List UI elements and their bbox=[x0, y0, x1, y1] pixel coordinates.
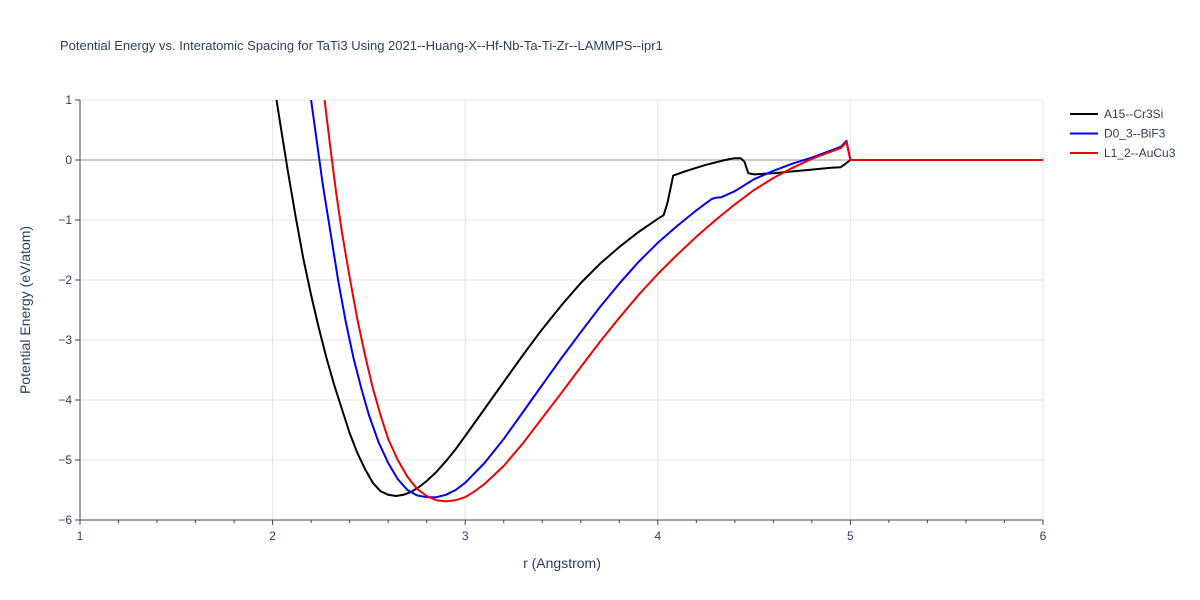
legend-item[interactable]: A15--Cr3Si bbox=[1070, 107, 1163, 121]
y-tick-labels: 1 0 −1 −2 −3 −4 −5 −6 bbox=[58, 93, 72, 527]
legend-item[interactable]: L1_2--AuCu3 bbox=[1070, 146, 1176, 160]
legend[interactable]: A15--Cr3Si D0_3--BiF3 L1_2--AuCu3 bbox=[1070, 107, 1176, 160]
series-line-1 bbox=[310, 100, 1043, 499]
legend-item[interactable]: D0_3--BiF3 bbox=[1070, 127, 1166, 141]
y-tick-label: 1 bbox=[65, 93, 72, 107]
x-tick-label: 2 bbox=[269, 529, 276, 543]
y-tick-label: −2 bbox=[58, 273, 72, 287]
y-tick-label: −3 bbox=[58, 333, 72, 347]
axes bbox=[75, 99, 1044, 525]
series-lines bbox=[275, 100, 1043, 503]
x-tick-label: 6 bbox=[1040, 529, 1047, 543]
x-tick-label: 5 bbox=[847, 529, 854, 543]
legend-label: D0_3--BiF3 bbox=[1104, 127, 1166, 141]
legend-label: L1_2--AuCu3 bbox=[1104, 146, 1176, 160]
x-tick-label: 4 bbox=[654, 529, 661, 543]
y-tick-label: −5 bbox=[58, 453, 72, 467]
y-tick-label: −4 bbox=[58, 393, 72, 407]
x-tick-label: 1 bbox=[77, 529, 84, 543]
x-axis-title: r (Angstrom) bbox=[523, 555, 601, 571]
legend-label: A15--Cr3Si bbox=[1104, 107, 1163, 121]
y-tick-label: −6 bbox=[58, 513, 72, 527]
series-line-2 bbox=[323, 100, 1043, 503]
grid-lines bbox=[79, 99, 1044, 521]
x-tick-label: 3 bbox=[462, 529, 469, 543]
y-axis-title: Potential Energy (eV/atom) bbox=[17, 226, 33, 394]
y-tick-label: −1 bbox=[58, 213, 72, 227]
y-tick-label: 0 bbox=[65, 153, 72, 167]
chart-title: Potential Energy vs. Interatomic Spacing… bbox=[60, 38, 663, 53]
x-tick-labels: 1 2 3 4 5 6 bbox=[77, 529, 1047, 543]
